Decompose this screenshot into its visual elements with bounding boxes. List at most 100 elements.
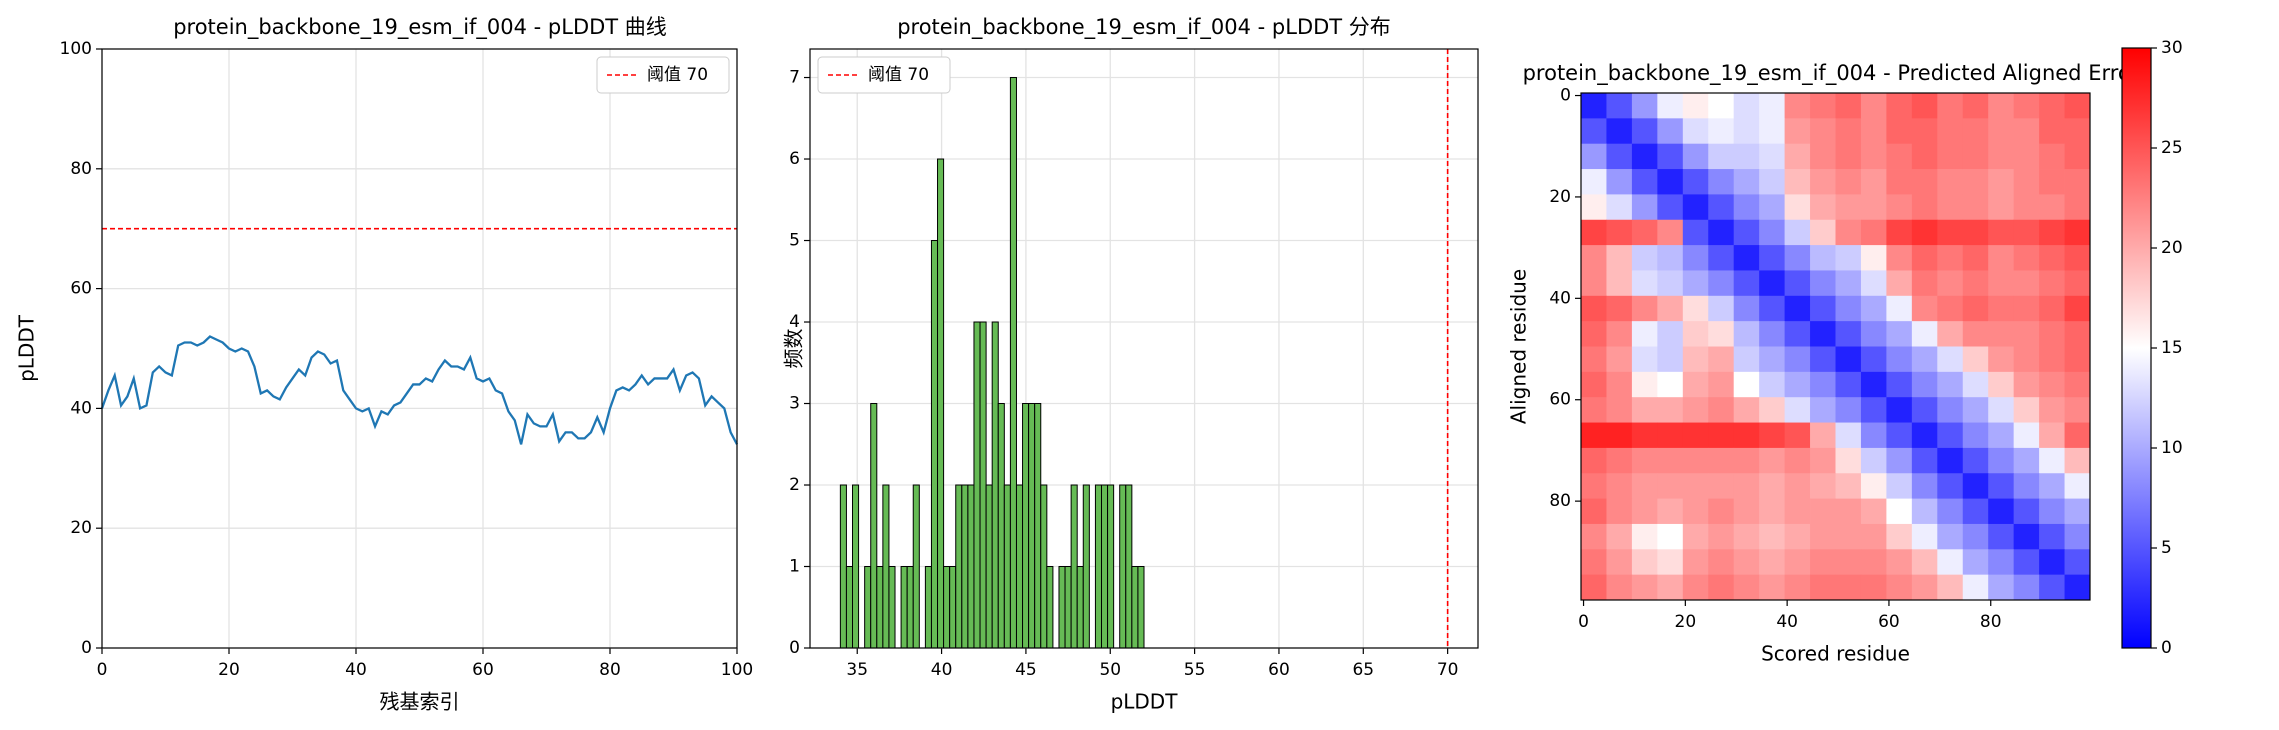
heatmap-cell	[1835, 523, 1862, 550]
histogram-bar	[1058, 566, 1066, 649]
heatmap-cell	[1784, 397, 1811, 423]
histogram-bar	[961, 484, 969, 649]
heatmap-cell	[1657, 498, 1684, 525]
heatmap-cell	[1835, 549, 1862, 576]
heatmap-cell	[1682, 523, 1709, 550]
heatmap-cell	[1759, 219, 1785, 246]
heatmap-cell	[1784, 549, 1811, 576]
heatmap-cell	[1682, 169, 1709, 195]
histogram-bar	[906, 566, 914, 649]
x-tick-label: 55	[1184, 660, 1206, 680]
colorbar-tick-label: 0	[2161, 638, 2172, 658]
heatmap-cell	[2013, 346, 2040, 373]
heatmap-cell	[1682, 447, 1709, 474]
heatmap-cell	[2039, 219, 2065, 246]
heatmap-cell	[1631, 371, 1658, 398]
heatmap-cell	[2013, 219, 2040, 246]
heatmap-cell	[1962, 346, 1989, 373]
x-tick-label: 20	[1675, 612, 1697, 632]
heatmap-cell	[1962, 321, 1989, 347]
heatmap-cell	[1682, 371, 1709, 398]
heatmap-cell	[1810, 169, 1836, 195]
heatmap-cell	[1962, 422, 1989, 449]
heatmap-cell	[1911, 321, 1938, 347]
heatmap-cell	[1835, 169, 1862, 195]
heatmap-cell	[1581, 447, 1607, 474]
heatmap-cell	[2013, 169, 2040, 195]
heatmap-cell	[1606, 219, 1633, 246]
heatmap-cell	[1682, 549, 1709, 576]
heatmap-cell	[2013, 143, 2040, 170]
heatmap-cell	[1581, 422, 1607, 449]
y-tick-label: 0	[789, 638, 800, 658]
heatmap-cell	[2039, 245, 2065, 271]
heatmap-cell	[1759, 422, 1785, 449]
heatmap-cell	[1860, 473, 1887, 499]
heatmap-cell	[1860, 245, 1887, 271]
heatmap-cell	[1733, 498, 1760, 525]
heatmap-cell	[2039, 169, 2065, 195]
histogram-bar	[1009, 77, 1017, 649]
heatmap-cell	[1911, 473, 1938, 499]
heatmap-cell	[1962, 397, 1989, 423]
heatmap-cell	[2064, 118, 2091, 145]
heatmap-cell	[1860, 371, 1887, 398]
heatmap-cell	[2013, 397, 2040, 423]
heatmap-cell	[1759, 295, 1785, 322]
heatmap-cell	[1835, 397, 1862, 423]
x-tick-label: 45	[1015, 660, 1037, 680]
heatmap-cell	[1810, 574, 1836, 601]
heatmap-cell	[1759, 143, 1785, 170]
heatmap-cell	[1682, 321, 1709, 347]
heatmap-cell	[1759, 447, 1785, 474]
heatmap-cell	[1886, 169, 1913, 195]
heatmap-cell	[1631, 93, 1658, 119]
heatmap-cell	[2064, 473, 2091, 499]
heatmap-cell	[1733, 321, 1760, 347]
heatmap-cell	[1631, 549, 1658, 576]
histogram-bar	[1040, 484, 1048, 649]
heatmap-cell	[2064, 498, 2091, 525]
heatmap-cell	[1708, 219, 1735, 246]
heatmap-cell	[1988, 549, 2015, 576]
heatmap-cell	[1657, 169, 1684, 195]
colorbar-tick-label: 10	[2161, 438, 2183, 458]
heatmap-cell	[1581, 523, 1607, 550]
heatmap-cell	[1860, 549, 1887, 576]
heatmap-cell	[1682, 219, 1709, 246]
histogram-bar	[882, 484, 890, 649]
heatmap-cell	[1835, 447, 1862, 474]
heatmap-cell	[1962, 295, 1989, 322]
histogram-bar	[900, 566, 908, 649]
histogram-bar	[912, 484, 920, 649]
heatmap-cell	[1759, 245, 1785, 271]
heatmap-cell	[1606, 245, 1633, 271]
histogram-bar	[1119, 484, 1127, 649]
heatmap-cell	[1708, 194, 1735, 221]
heatmap-cell	[1810, 523, 1836, 550]
histogram-bar	[1076, 566, 1084, 649]
chart-title: protein_backbone_19_esm_if_004 - pLDDT 分…	[897, 15, 1391, 40]
axes-frame	[101, 48, 738, 649]
heatmap-cell	[1631, 346, 1658, 373]
chart-title: protein_backbone_19_esm_if_004 - Predict…	[1523, 61, 2140, 86]
heatmap-cell	[1860, 422, 1887, 449]
heatmap-cell	[1810, 422, 1836, 449]
heatmap-cell	[1733, 422, 1760, 449]
heatmap-cell	[2013, 270, 2040, 297]
heatmap-cell	[1606, 270, 1633, 297]
x-tick-label: 40	[345, 660, 367, 680]
heatmap-cell	[2039, 422, 2065, 449]
heatmap-cell	[1733, 245, 1760, 271]
heatmap-cell	[1835, 498, 1862, 525]
histogram-bar	[1022, 403, 1030, 649]
heatmap-cell	[1911, 245, 1938, 271]
heatmap-cell	[1962, 194, 1989, 221]
heatmap-cell	[1911, 397, 1938, 423]
heatmap-cell	[1759, 498, 1785, 525]
heatmap-cell	[2064, 549, 2091, 576]
heatmap-cell	[1988, 371, 2015, 398]
heatmap-cell	[1682, 93, 1709, 119]
heatmap-cell	[1962, 169, 1989, 195]
heatmap-cell	[1733, 549, 1760, 576]
